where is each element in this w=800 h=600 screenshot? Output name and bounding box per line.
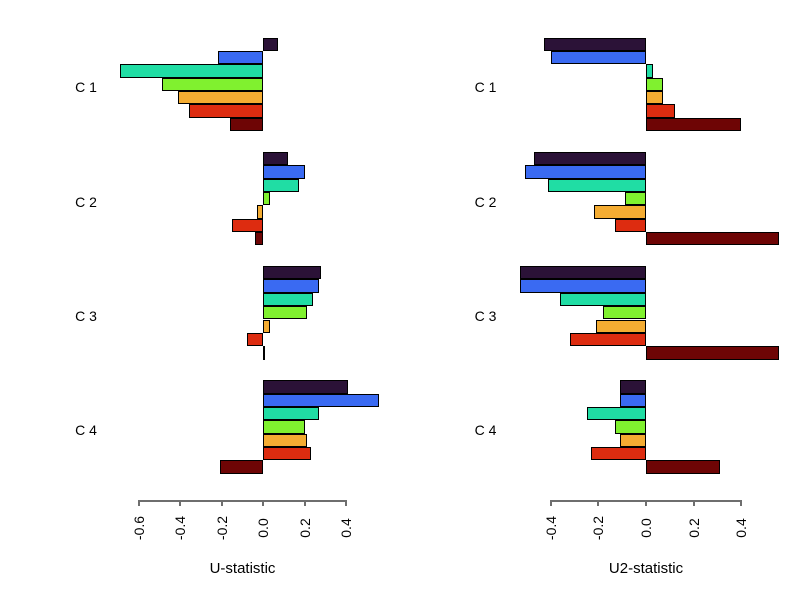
category-label: C 3: [474, 307, 497, 324]
bar-red: [569, 332, 646, 347]
bar-dark-purple: [263, 37, 278, 52]
category-label: C 4: [474, 422, 497, 439]
bar-blue: [519, 279, 646, 293]
category-label: C 2: [75, 193, 97, 210]
bar-spring-green: [120, 64, 264, 78]
x-axis-tick: [220, 500, 223, 506]
x-axis-title: U2-statistic: [608, 560, 684, 577]
bar-chartreuse: [263, 191, 270, 206]
bar-blue: [263, 165, 305, 179]
x-axis-title: U-statistic: [209, 560, 276, 577]
bar-spring-green: [646, 64, 654, 78]
bar-orange: [178, 91, 264, 105]
x-axis-tick: [740, 500, 743, 506]
category-label: C 4: [75, 422, 97, 439]
x-axis-tick: [597, 500, 600, 506]
x-axis-tick: [645, 500, 647, 506]
x-tick-label: 0.2: [685, 518, 702, 538]
bar-orange: [263, 319, 270, 333]
bar-orange: [619, 433, 646, 448]
bar-dark-red: [646, 117, 742, 132]
x-axis-tick: [345, 500, 348, 506]
bar-orange: [593, 205, 646, 219]
bar-dark-red: [646, 346, 780, 360]
bar-dark-red: [646, 460, 720, 474]
bar-chartreuse: [624, 191, 646, 206]
bar-dark-red: [230, 117, 264, 132]
bar-red: [263, 447, 312, 461]
bar-chartreuse: [646, 77, 663, 92]
bar-spring-green: [263, 178, 299, 192]
x-tick-label: -0.2: [590, 515, 607, 541]
bar-orange: [257, 205, 264, 219]
x-axis-tick: [262, 500, 265, 506]
bar-chartreuse: [263, 420, 305, 434]
x-axis-line: [137, 500, 348, 502]
bar-spring-green: [548, 178, 646, 192]
bar-dark-purple: [534, 151, 646, 166]
bar-chartreuse: [615, 420, 646, 434]
bar-dark-red: [646, 232, 780, 246]
bar-blue: [263, 279, 320, 293]
bar-dark-red: [219, 460, 264, 474]
bar-dark-purple: [619, 380, 646, 394]
bar-chartreuse: [161, 77, 264, 92]
bar-chartreuse: [603, 306, 646, 320]
category-label: C 1: [75, 79, 97, 96]
x-tick-label: 0.0: [638, 518, 654, 538]
category-label: C 1: [474, 79, 497, 96]
bar-blue: [619, 393, 646, 407]
bar-blue: [550, 51, 646, 65]
bar-red: [188, 104, 264, 118]
bar-blue: [524, 165, 646, 179]
x-axis-tick: [549, 500, 552, 506]
x-axis-tick: [137, 500, 140, 506]
x-axis-tick: [692, 500, 695, 506]
x-axis-tick: [179, 500, 182, 506]
bar-red: [646, 104, 675, 118]
bar-spring-green: [263, 292, 314, 307]
bar-red: [246, 332, 264, 347]
bar-dark-purple: [543, 37, 646, 52]
bar-blue: [263, 393, 380, 407]
bar-dark-red: [263, 346, 266, 360]
bar-spring-green: [560, 292, 646, 307]
bar-blue: [217, 51, 264, 65]
bar-red: [615, 218, 646, 232]
bar-dark-red: [255, 232, 264, 246]
bar-chartreuse: [263, 306, 307, 320]
bar-dark-purple: [263, 266, 322, 280]
x-axis-tick: [303, 500, 306, 506]
bar-dark-purple: [263, 151, 289, 166]
x-tick-label: 0.4: [733, 518, 750, 538]
bar-red: [232, 218, 264, 232]
bar-spring-green: [586, 407, 646, 421]
bar-spring-green: [263, 407, 320, 421]
category-label: C 3: [75, 307, 97, 324]
bar-orange: [596, 319, 646, 333]
bar-orange: [646, 91, 663, 105]
bar-red: [591, 447, 646, 461]
bar-dark-purple: [263, 380, 349, 394]
x-tick-label: -0.4: [542, 515, 559, 541]
category-label: C 2: [474, 193, 497, 210]
bar-dark-purple: [519, 266, 646, 280]
bar-orange: [263, 433, 307, 448]
